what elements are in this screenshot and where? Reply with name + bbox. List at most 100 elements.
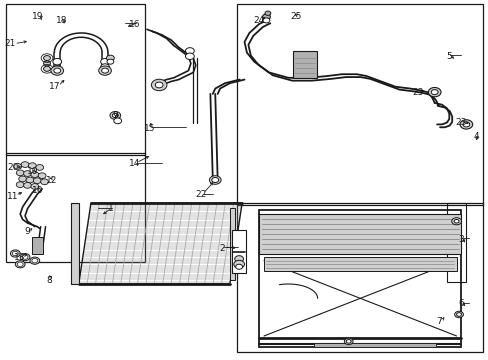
Circle shape [233, 260, 244, 268]
Circle shape [12, 251, 18, 256]
Bar [237, 203, 483, 352]
Text: 19: 19 [31, 12, 43, 21]
Text: 11: 11 [7, 192, 19, 201]
Circle shape [430, 90, 437, 95]
Circle shape [17, 262, 23, 266]
Circle shape [20, 253, 30, 261]
Text: 24: 24 [253, 16, 264, 25]
Circle shape [14, 163, 21, 169]
Bar [237, 4, 483, 205]
Circle shape [112, 113, 118, 118]
Circle shape [53, 58, 61, 65]
Circle shape [110, 112, 121, 120]
Bar [313, 343, 435, 347]
Circle shape [31, 184, 39, 189]
Circle shape [107, 59, 114, 64]
Circle shape [38, 173, 46, 179]
Circle shape [151, 79, 166, 91]
Bar [293, 51, 316, 78]
Circle shape [51, 66, 63, 75]
Circle shape [453, 220, 458, 223]
Circle shape [43, 66, 50, 71]
Circle shape [102, 68, 108, 73]
Circle shape [21, 162, 29, 167]
Bar [5, 153, 144, 262]
Bar [264, 257, 456, 271]
Circle shape [462, 122, 469, 127]
Text: 20: 20 [7, 163, 19, 172]
Circle shape [155, 82, 163, 88]
Text: 14: 14 [129, 159, 140, 168]
Circle shape [31, 172, 39, 177]
Circle shape [262, 14, 270, 20]
Text: 9: 9 [112, 111, 118, 120]
Circle shape [26, 177, 34, 183]
Circle shape [264, 11, 270, 15]
Circle shape [10, 250, 20, 257]
Text: 17: 17 [48, 82, 60, 91]
Text: 18: 18 [56, 16, 67, 25]
Text: 4: 4 [472, 132, 478, 141]
Circle shape [114, 118, 122, 124]
Circle shape [101, 58, 109, 65]
Circle shape [19, 176, 26, 182]
Text: 23: 23 [455, 118, 466, 127]
Circle shape [16, 170, 24, 176]
Text: 7: 7 [436, 317, 442, 326]
Text: 22: 22 [195, 190, 206, 199]
Circle shape [23, 183, 31, 188]
Circle shape [234, 256, 243, 262]
Circle shape [43, 55, 50, 60]
Circle shape [15, 261, 25, 268]
Circle shape [33, 178, 41, 184]
Circle shape [36, 165, 43, 170]
Text: 9: 9 [24, 228, 30, 237]
Circle shape [211, 177, 218, 183]
Text: 13: 13 [15, 253, 26, 262]
Text: 25: 25 [289, 12, 301, 21]
Circle shape [346, 339, 350, 343]
Text: 3: 3 [458, 235, 464, 244]
Circle shape [32, 258, 38, 263]
Text: 16: 16 [129, 19, 140, 28]
Circle shape [28, 163, 36, 168]
Bar [5, 4, 144, 155]
Text: 10: 10 [26, 167, 38, 176]
Circle shape [451, 218, 461, 225]
Circle shape [344, 338, 352, 345]
Bar [259, 214, 461, 253]
Circle shape [23, 171, 31, 176]
Circle shape [54, 68, 61, 73]
Text: 15: 15 [143, 123, 155, 132]
Bar [446, 203, 466, 282]
Circle shape [235, 264, 242, 269]
Circle shape [22, 255, 28, 259]
Text: 10: 10 [31, 186, 43, 195]
Bar [32, 237, 43, 253]
Circle shape [456, 313, 461, 316]
Text: 6: 6 [458, 299, 464, 308]
Circle shape [53, 66, 61, 72]
Circle shape [99, 66, 111, 75]
Bar [229, 208, 234, 280]
Text: 21: 21 [5, 39, 16, 48]
Circle shape [185, 53, 194, 59]
Circle shape [41, 179, 48, 185]
Circle shape [185, 48, 194, 54]
Text: 1: 1 [107, 204, 113, 213]
Circle shape [106, 55, 114, 61]
Circle shape [101, 64, 109, 70]
Bar [232, 230, 245, 273]
Circle shape [16, 182, 24, 188]
Text: 23: 23 [411, 87, 423, 96]
Circle shape [459, 120, 472, 129]
Text: 5: 5 [446, 52, 451, 61]
Circle shape [209, 176, 221, 184]
Text: 8: 8 [46, 276, 52, 285]
Circle shape [454, 311, 463, 318]
Text: 2: 2 [219, 244, 225, 253]
Circle shape [263, 18, 269, 23]
Text: 12: 12 [46, 176, 58, 185]
Bar [259, 211, 461, 347]
Circle shape [427, 87, 440, 97]
